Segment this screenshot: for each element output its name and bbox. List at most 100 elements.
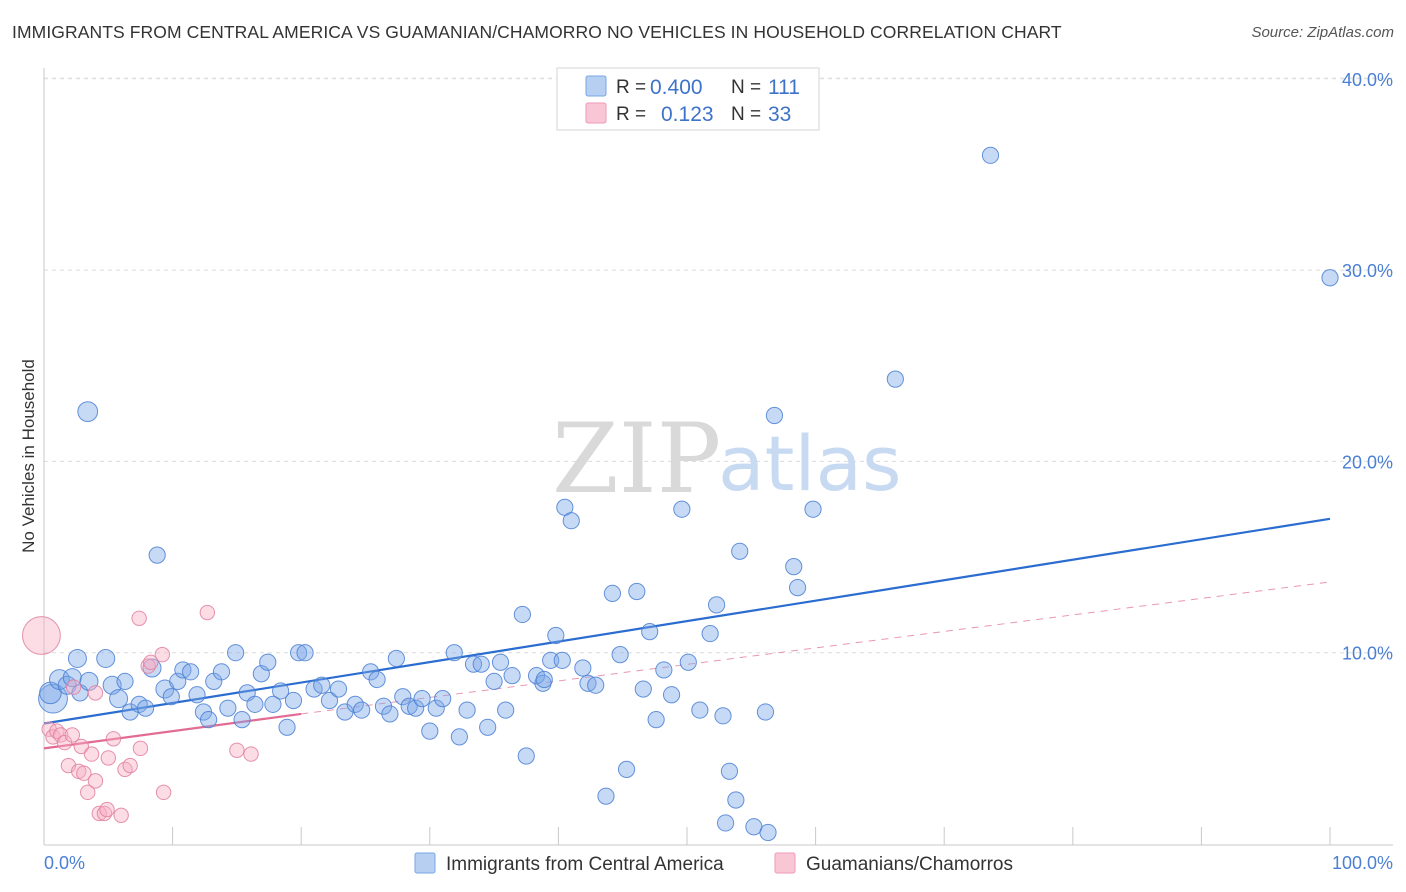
x-tick-label-max: 100.0% <box>1332 853 1393 873</box>
point-series-1-59 <box>427 699 445 717</box>
point-series-1-113 <box>1321 269 1339 287</box>
point-series-1-40 <box>290 644 308 662</box>
y-tick-label-4: 40.0% <box>1342 70 1393 90</box>
point-series-1-44 <box>320 691 339 710</box>
point-series-1-77 <box>553 651 571 669</box>
point-series-1-91 <box>647 711 665 729</box>
stats-legend: R = 0.400 N = 111 R = 0.123 N = 33 <box>556 67 820 131</box>
point-series-2-21 <box>105 731 122 747</box>
legend-n-value-2: 33 <box>768 103 791 126</box>
y-axis-label: No Vehicles in Household <box>19 359 38 553</box>
point-series-1-18 <box>148 546 166 564</box>
point-series-1-96 <box>691 701 709 719</box>
point-series-1-20 <box>162 688 180 706</box>
point-series-1-76 <box>547 626 565 645</box>
point-series-1-67 <box>485 672 503 690</box>
point-series-1-89 <box>634 680 652 698</box>
point-series-1-98 <box>707 596 726 614</box>
axes <box>43 68 1393 846</box>
point-series-1-35 <box>259 653 277 671</box>
point-series-1-111 <box>886 370 904 388</box>
point-series-1-28 <box>212 663 231 681</box>
legend-r-label-1: R = <box>616 77 646 98</box>
point-series-1-99 <box>714 707 732 725</box>
point-series-1-42 <box>305 680 323 698</box>
point-series-1-47 <box>346 695 364 713</box>
point-series-1-33 <box>246 695 264 713</box>
point-series-1-13 <box>116 672 134 690</box>
series-legend: Immigrants from Central America Guamania… <box>414 852 1013 875</box>
point-series-1-63 <box>458 701 476 719</box>
chart-title: IMMIGRANTS FROM CENTRAL AMERICA VS GUAMA… <box>12 22 1062 42</box>
point-series-1-43 <box>313 676 331 694</box>
point-series-1-94 <box>673 500 691 518</box>
point-series-1-57 <box>413 690 431 708</box>
point-series-1-55 <box>400 697 418 715</box>
legend-n-label-1: N = <box>731 77 761 98</box>
point-series-1-78 <box>535 670 553 689</box>
point-series-2-33 <box>143 654 159 670</box>
point-series-1-17 <box>142 658 162 678</box>
point-series-1-105 <box>765 406 784 425</box>
point-series-2-27 <box>154 646 171 663</box>
point-series-1-30 <box>227 644 245 662</box>
point-series-2-19 <box>99 801 115 818</box>
series-legend-label-2: Guamanians/Chamorros <box>806 854 1013 875</box>
point-series-2-20 <box>100 750 117 766</box>
series-legend-label-1: Immigrants from Central America <box>446 854 724 875</box>
point-series-1-45 <box>329 680 348 698</box>
point-series-1-26 <box>200 711 218 729</box>
point-series-1-54 <box>394 688 412 706</box>
trend-extension-series-2 <box>301 581 1331 715</box>
point-series-2-11 <box>73 738 89 755</box>
point-series-1-21 <box>169 672 187 690</box>
point-series-1-9 <box>77 401 99 423</box>
y-tick-labels: 10.0% 20.0% 30.0% 40.0% <box>1342 70 1393 664</box>
series-legend-swatch-blue <box>414 852 436 874</box>
legend-swatch-pink <box>585 102 607 124</box>
point-series-1-95 <box>679 653 697 671</box>
point-series-1-39 <box>284 691 303 710</box>
point-series-2-9 <box>65 679 82 695</box>
source-credit: Source: ZipAtlas.com <box>1251 24 1394 41</box>
point-series-1-83 <box>587 676 605 694</box>
point-series-1-102 <box>731 542 749 560</box>
point-series-1-66 <box>479 718 497 736</box>
point-series-1-38 <box>278 718 296 736</box>
point-series-2-14 <box>83 746 100 762</box>
point-series-2-16 <box>87 685 104 701</box>
point-series-1-81 <box>574 659 592 677</box>
grid-lines <box>44 77 1393 654</box>
y-tick-label-3: 30.0% <box>1342 261 1393 281</box>
point-series-1-36 <box>264 695 282 713</box>
point-series-2-24 <box>122 757 138 774</box>
point-series-1-88 <box>628 582 646 601</box>
point-series-2-17 <box>91 805 107 822</box>
point-series-1-29 <box>219 699 237 717</box>
trend-line-series-1 <box>43 517 1331 725</box>
point-series-1-12 <box>109 689 129 709</box>
point-series-2-1 <box>22 616 61 655</box>
x-tick-label-min: 0.0% <box>44 853 85 873</box>
point-series-1-106 <box>756 703 775 721</box>
point-series-1-97 <box>701 624 719 643</box>
point-series-1-71 <box>513 605 531 624</box>
point-series-2-28 <box>155 784 172 801</box>
point-series-1-86 <box>611 646 629 664</box>
point-series-1-41 <box>296 644 314 662</box>
point-series-1-37 <box>272 682 290 700</box>
point-series-1-100 <box>720 762 739 780</box>
point-series-1-65 <box>472 655 490 673</box>
point-series-1-60 <box>434 690 452 708</box>
point-series-1-52 <box>381 705 399 723</box>
point-series-1-24 <box>188 686 206 704</box>
point-series-2-31 <box>229 742 245 758</box>
watermark: ZIP atlas <box>552 403 902 515</box>
legend-swatch-blue <box>585 75 607 97</box>
point-series-1-58 <box>421 722 439 740</box>
legend-r-label-2: R = <box>616 104 646 125</box>
point-series-1-56 <box>407 699 425 717</box>
point-series-2-5 <box>53 727 69 743</box>
series-legend-swatch-pink <box>774 852 796 874</box>
point-series-1-72 <box>517 747 535 765</box>
